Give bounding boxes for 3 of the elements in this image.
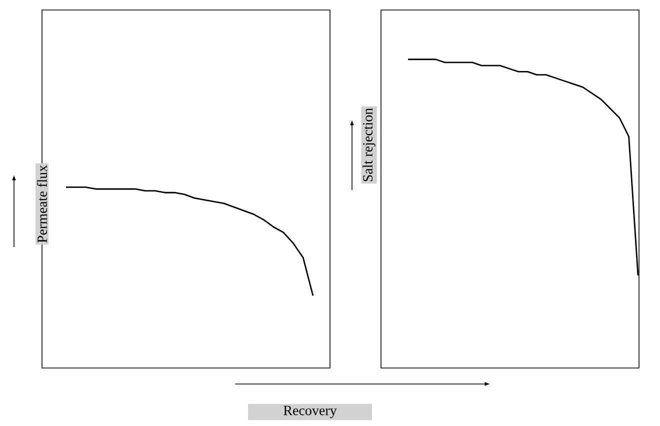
y-axis-title: Permeate flux bbox=[37, 165, 48, 243]
y-axis-title: Salt rejection bbox=[362, 108, 376, 182]
x-axis-title: Recovery bbox=[284, 406, 337, 418]
